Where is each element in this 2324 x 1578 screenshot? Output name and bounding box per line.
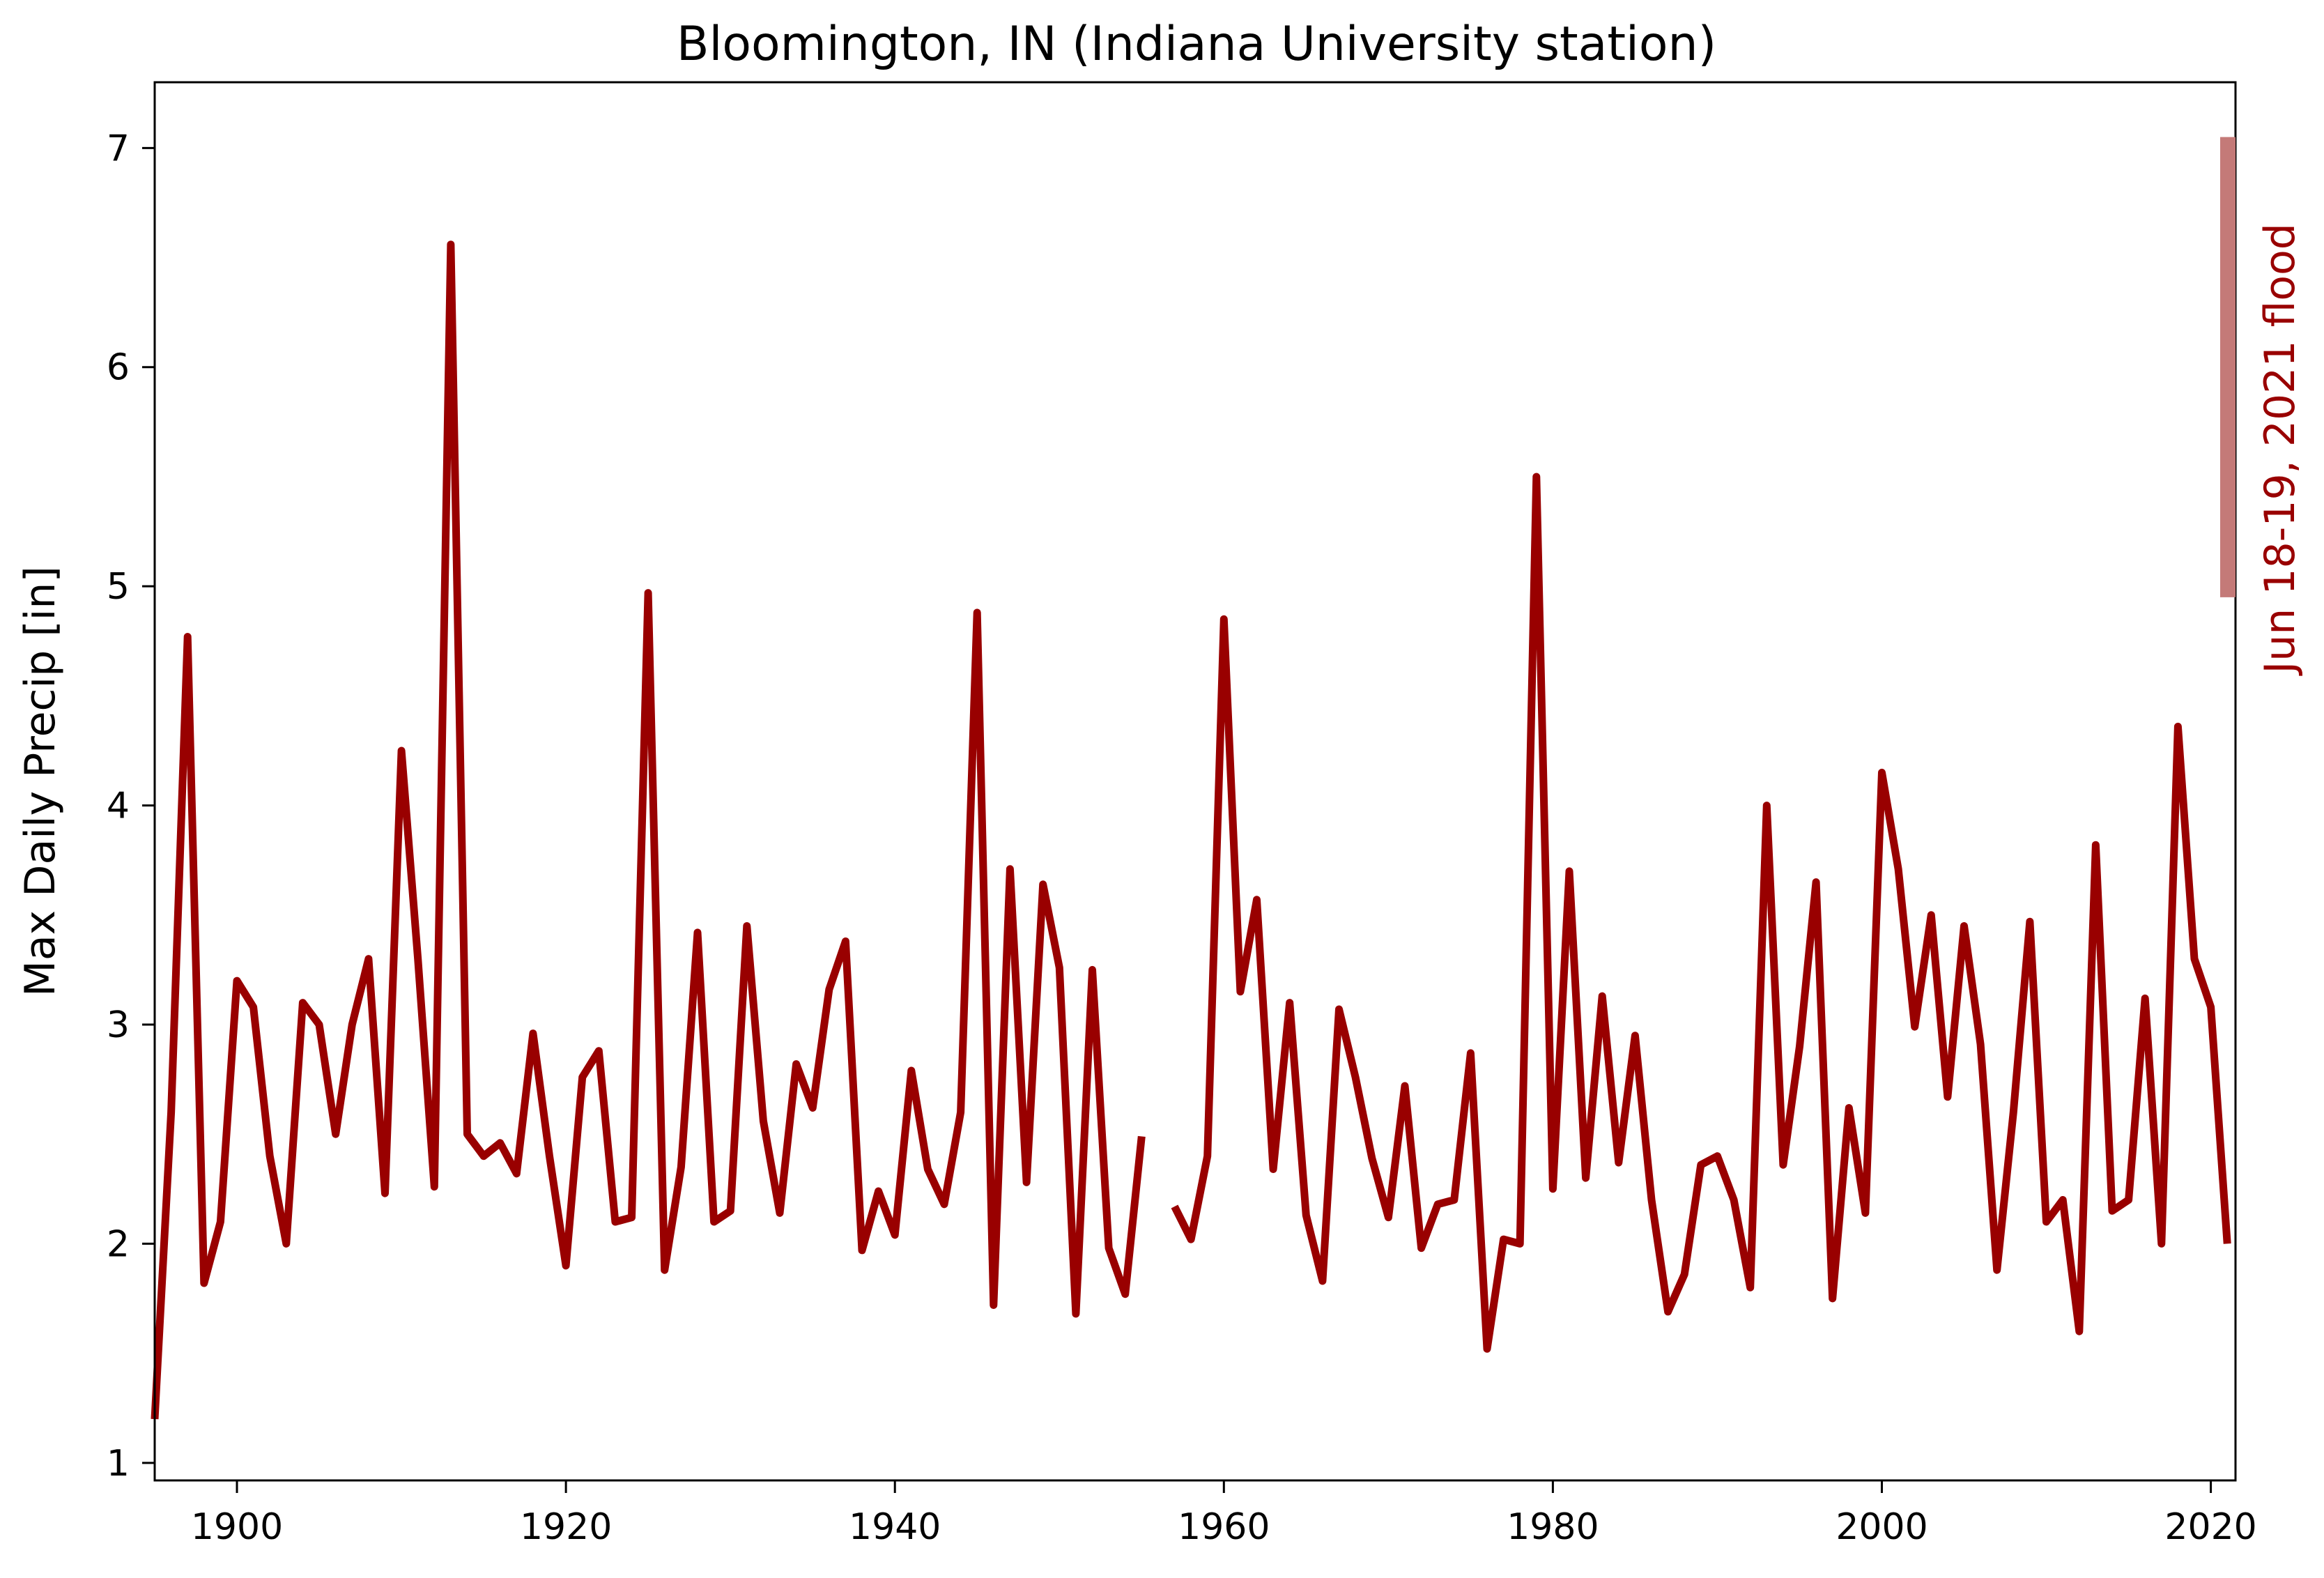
chart-title: Bloomington, IN (Indiana University stat… [677, 17, 1716, 72]
series-line-0 [151, 240, 2231, 1420]
y-tick-label: 2 [107, 1223, 130, 1265]
y-tick-label: 6 [107, 347, 130, 389]
y-tick-label: 3 [107, 1004, 130, 1046]
y-axis-label: Max Daily Precip [in] [16, 566, 65, 997]
x-axis: 1900 1920 1940 1960 1980 2000 2020 [191, 1480, 2257, 1548]
y-tick-label: 4 [107, 786, 130, 827]
plot-area [151, 240, 2231, 1420]
y-axis: 1 2 3 4 5 6 7 [107, 128, 155, 1485]
x-tick-label: 1940 [849, 1506, 941, 1548]
x-tick-label: 2020 [2164, 1506, 2256, 1548]
x-tick-label: 1960 [1178, 1506, 1270, 1548]
x-tick-label: 1920 [520, 1506, 612, 1548]
x-tick-label: 1980 [1507, 1506, 1599, 1548]
flood-annotation-label: Jun 18-19, 2021 flood [2256, 223, 2304, 676]
y-tick-label: 7 [107, 128, 130, 169]
flood-marker-bar [2220, 137, 2235, 597]
x-tick-label: 1900 [191, 1506, 283, 1548]
y-tick-label: 1 [107, 1443, 130, 1485]
x-tick-label: 2000 [1836, 1506, 1927, 1548]
y-tick-label: 5 [107, 566, 130, 608]
plot-frame [153, 81, 2237, 1482]
